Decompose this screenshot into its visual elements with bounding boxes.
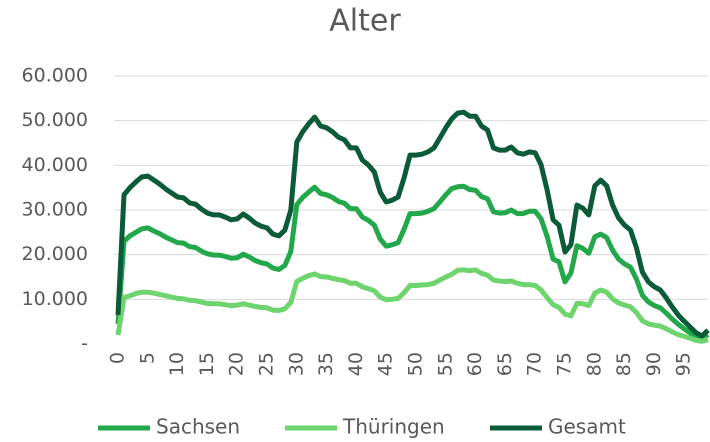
x-tick-label: 30 — [285, 352, 307, 376]
x-tick-label: 65 — [494, 352, 516, 376]
x-tick-label: 0 — [107, 352, 129, 364]
x-tick-label: 85 — [613, 352, 635, 376]
x-tick-label: 95 — [673, 352, 695, 376]
x-tick-label: 55 — [434, 352, 456, 376]
x-tick-label: 80 — [583, 352, 605, 376]
legend-label: Sachsen — [156, 415, 240, 439]
y-tick-label: 60.000 — [22, 65, 88, 87]
x-tick-label: 15 — [196, 352, 218, 376]
y-tick-label: 50.000 — [22, 109, 88, 131]
y-tick-label: 20.000 — [22, 243, 88, 265]
x-tick-label: 45 — [375, 352, 397, 376]
legend-label: Gesamt — [548, 415, 626, 439]
x-tick-label: 5 — [136, 352, 158, 364]
y-tick-label: 30.000 — [22, 199, 88, 221]
x-tick-label: 75 — [553, 352, 575, 376]
series-line — [115, 267, 709, 344]
x-tick-label: 35 — [315, 352, 337, 376]
legend-label: Thüringen — [342, 415, 445, 439]
y-tick-label: 40.000 — [22, 154, 88, 176]
x-tick-label: 25 — [255, 352, 277, 376]
series-line — [115, 183, 710, 342]
x-tick-label: 10 — [166, 352, 188, 376]
x-tick-label: 40 — [345, 352, 367, 376]
x-tick-label: 70 — [524, 352, 546, 376]
chart-title: Alter — [329, 4, 401, 39]
y-tick-label: 10.000 — [22, 288, 88, 310]
y-tick-label: - — [81, 333, 88, 355]
x-tick-label: 50 — [404, 352, 426, 376]
x-tick-label: 90 — [643, 352, 665, 376]
x-tick-label: 60 — [464, 352, 486, 376]
series-line — [115, 109, 710, 339]
x-tick-label: 20 — [226, 352, 248, 376]
